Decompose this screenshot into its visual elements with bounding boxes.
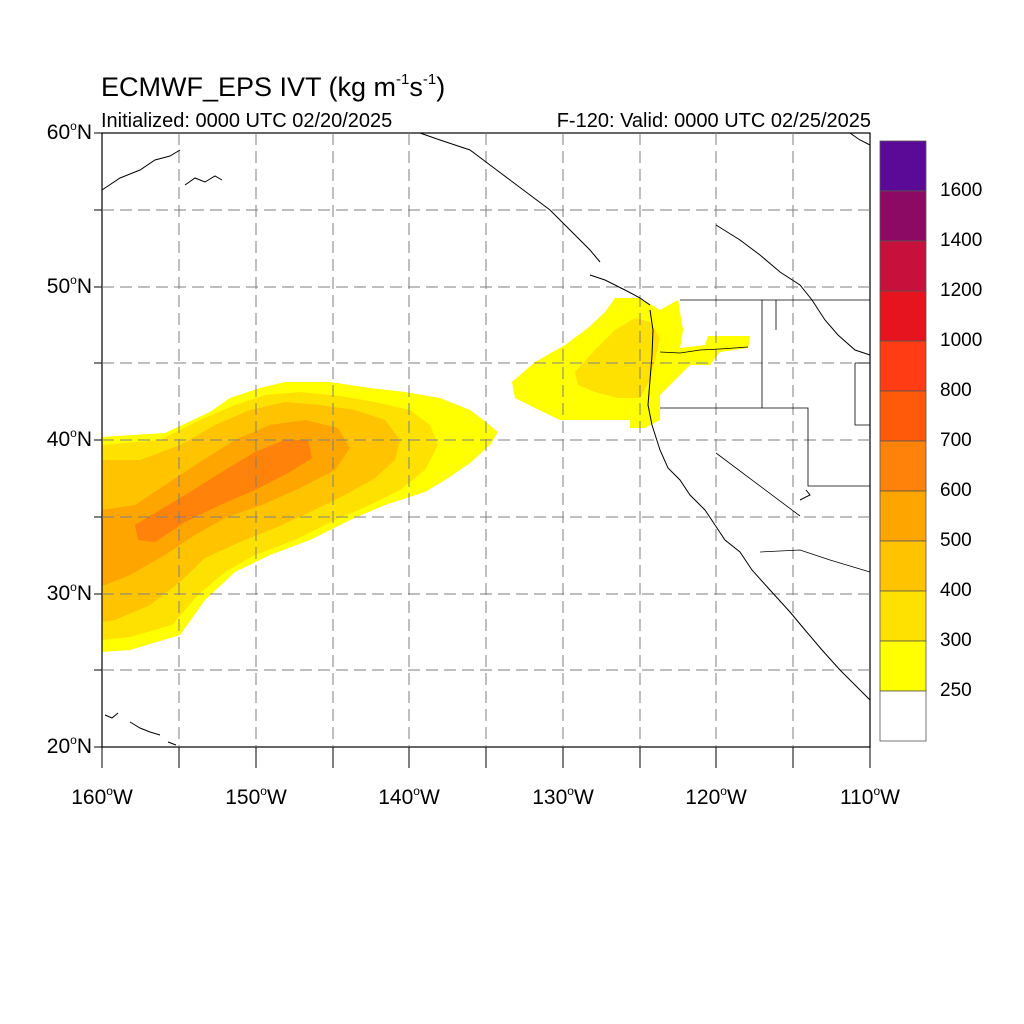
lat-lon-grid	[102, 133, 870, 747]
init-time-label: Initialized: 0000 UTC 02/20/2025	[101, 110, 393, 132]
lon-label-130w: 130oW	[532, 784, 594, 809]
political-borders	[659, 299, 871, 573]
lat-label-30: 30oN	[46, 580, 92, 605]
colorbar-label: 1600	[940, 180, 983, 201]
lat-label-40: 40oN	[46, 426, 92, 451]
lat-label-20: 20oN	[46, 733, 92, 758]
colorbar-label: 700	[940, 430, 972, 451]
colorbar-label: 800	[940, 380, 972, 401]
ivt-shading	[102, 298, 750, 652]
map-title: ECMWF_EPS IVT (kg m-1s-1)	[101, 71, 446, 102]
colorbar-label: 500	[940, 530, 972, 551]
colorbar-label: 300	[940, 630, 972, 651]
colorbar-label: 1200	[940, 280, 983, 301]
colorbar-label: 1000	[940, 330, 983, 351]
lat-label-50: 50oN	[46, 273, 92, 298]
lon-label-120w: 120oW	[685, 784, 747, 809]
lon-label-160w: 160oW	[71, 784, 133, 809]
colorbar-label: 250	[940, 680, 972, 701]
axis-ticks	[94, 132, 871, 768]
colorbar-label: 400	[940, 580, 972, 601]
lon-label-140w: 140oW	[378, 784, 440, 809]
colorbar-label: 1400	[940, 230, 983, 251]
lon-label-150w: 150oW	[225, 784, 287, 809]
coastlines	[101, 132, 871, 746]
valid-time-label: F-120: Valid: 0000 UTC 02/25/2025	[556, 110, 871, 132]
colorbar-label: 600	[940, 480, 972, 501]
lon-label-110w: 110oW	[840, 784, 900, 809]
ivt-300-pnw	[575, 318, 660, 398]
lat-label-60: 60oN	[46, 119, 92, 144]
